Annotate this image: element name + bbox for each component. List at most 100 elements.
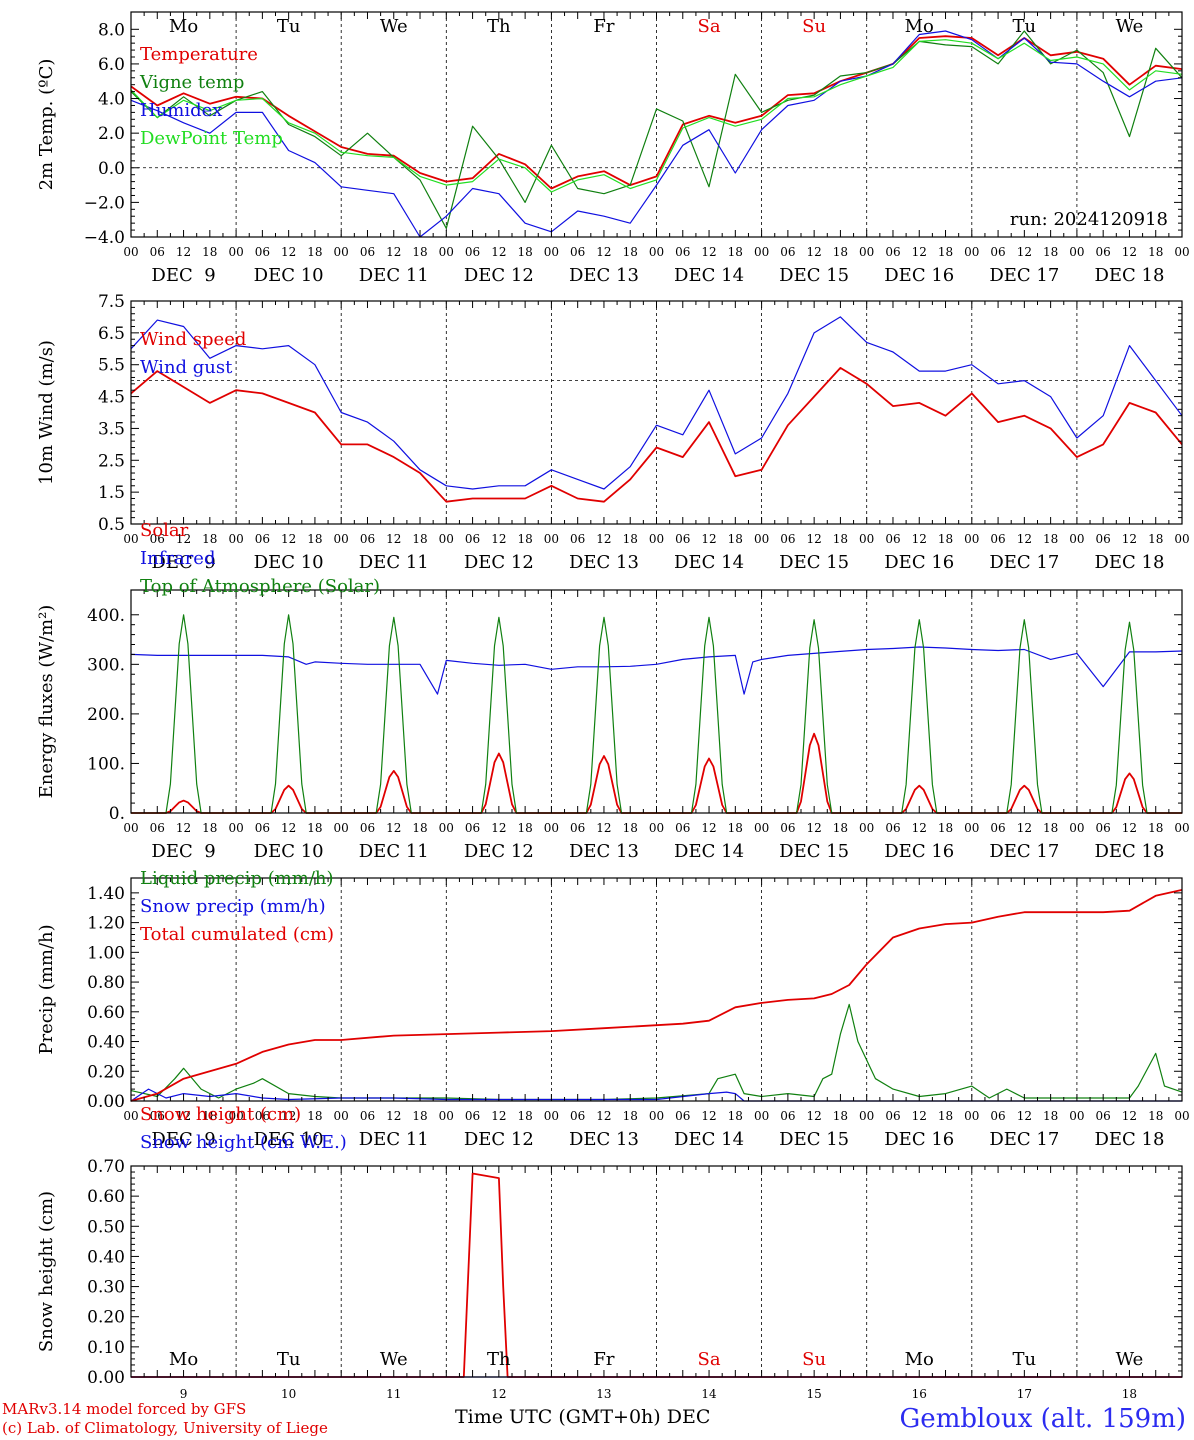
legend-entry: Top of Atmosphere (Solar): [140, 576, 380, 597]
date-label: DEC 18: [1094, 1129, 1164, 1150]
hour-label: 18: [728, 821, 743, 835]
hour-label: 06: [150, 532, 165, 546]
day-number: 13: [596, 1387, 611, 1401]
y-tick-label: 0.50: [87, 1217, 125, 1237]
hour-label: 18: [623, 1109, 638, 1123]
hour-label: 06: [885, 1109, 900, 1123]
hour-label: 18: [307, 821, 322, 835]
hour-label: 00: [544, 245, 559, 259]
hour-label: 06: [780, 821, 795, 835]
hour-label: 06: [780, 245, 795, 259]
y-axis-label: Snow height (cm): [36, 1191, 57, 1352]
hour-label: 12: [596, 245, 611, 259]
weekday-label: Tu: [1013, 16, 1037, 37]
date-label: DEC 11: [359, 841, 429, 862]
hour-label: 06: [1096, 1109, 1111, 1123]
legend-entry: Infrared: [140, 548, 215, 569]
hour-label: 06: [255, 532, 270, 546]
hour-label: 00: [123, 1109, 138, 1123]
date-label: DEC 18: [1094, 265, 1164, 286]
hour-label: 06: [360, 821, 375, 835]
hour-label: 00: [754, 1109, 769, 1123]
hour-label: 18: [1043, 245, 1058, 259]
weekday-label: We: [380, 16, 408, 37]
hour-label: 12: [386, 1109, 401, 1123]
series-line: [130, 889, 1183, 1102]
day-number: 11: [386, 1387, 401, 1401]
y-tick-label: 0.80: [87, 973, 125, 993]
hour-label: 12: [701, 245, 716, 259]
hour-label: 00: [859, 821, 874, 835]
date-label: DEC 10: [254, 552, 324, 573]
hour-label: 12: [491, 1109, 506, 1123]
hour-label: 06: [570, 821, 585, 835]
day-number: 18: [1122, 1387, 1137, 1401]
y-tick-label: 0.5: [98, 515, 125, 535]
date-label: DEC 11: [359, 1129, 429, 1150]
model-credit: MARv3.14 model forced by GFS: [2, 1400, 247, 1418]
date-label: DEC 9: [151, 265, 215, 286]
hour-label: 18: [412, 532, 427, 546]
y-tick-label: 0.0: [98, 159, 125, 179]
hour-label: 00: [754, 821, 769, 835]
legend-entry: Liquid precip (mm/h): [140, 868, 334, 889]
hour-label: 18: [202, 1109, 217, 1123]
date-label: DEC 16: [884, 841, 954, 862]
hour-label: 12: [281, 245, 296, 259]
y-tick-label: 0.40: [87, 1033, 125, 1053]
y-tick-label: 0.10: [87, 1338, 125, 1358]
hour-label: 00: [649, 245, 664, 259]
y-tick-label: 2.5: [98, 451, 125, 471]
hour-label: 00: [334, 1109, 349, 1123]
hour-label: 00: [228, 245, 243, 259]
hour-label: 00: [439, 821, 454, 835]
plot-frame: [130, 300, 1183, 525]
y-tick-label: 0.30: [87, 1278, 125, 1298]
date-label: DEC 16: [884, 1129, 954, 1150]
date-label: DEC 9: [151, 841, 215, 862]
legend-entry: Temperature: [140, 44, 258, 65]
hour-label: 00: [1069, 821, 1084, 835]
hour-label: 12: [176, 245, 191, 259]
y-tick-label: 1.20: [87, 914, 125, 934]
date-label: DEC 15: [779, 552, 849, 573]
hour-label: 06: [1096, 532, 1111, 546]
hour-label: 18: [307, 245, 322, 259]
date-label: DEC 15: [779, 265, 849, 286]
legend-entry: Wind speed: [140, 329, 246, 350]
hour-label: 12: [176, 1109, 191, 1123]
hour-label: 18: [623, 532, 638, 546]
hour-label: 00: [334, 245, 349, 259]
y-tick-label: 1.5: [98, 483, 125, 503]
day-number: 10: [281, 1387, 296, 1401]
hour-label: 12: [386, 821, 401, 835]
hour-label: 12: [701, 821, 716, 835]
hour-label: 00: [754, 532, 769, 546]
hour-label: 18: [938, 1109, 953, 1123]
hour-label: 06: [465, 821, 480, 835]
y-tick-label: 4.0: [98, 90, 125, 110]
hour-label: 12: [807, 245, 822, 259]
hour-label: 18: [517, 1109, 532, 1123]
weekday-label: Mo: [169, 1349, 198, 1370]
hour-label: 18: [1148, 245, 1163, 259]
hour-label: 00: [964, 245, 979, 259]
date-label: DEC 14: [674, 265, 744, 286]
hour-label: 18: [623, 821, 638, 835]
hour-label: 00: [1069, 245, 1084, 259]
hour-label: 12: [807, 821, 822, 835]
weekday-label: Sa: [698, 1349, 721, 1370]
y-tick-label: 0.20: [87, 1062, 125, 1082]
hour-label: 00: [1174, 532, 1189, 546]
hour-label: 12: [596, 532, 611, 546]
legend-entry: Vigne temp: [139, 72, 244, 93]
y-axis-label: Precip (mm/h): [36, 924, 57, 1054]
hour-label: 06: [255, 1109, 270, 1123]
legend-entry: Snow precip (mm/h): [140, 896, 326, 917]
weekday-label: Mo: [905, 16, 934, 37]
hour-label: 06: [465, 245, 480, 259]
hour-label: 00: [859, 1109, 874, 1123]
y-tick-label: 5.5: [98, 356, 125, 376]
hour-label: 00: [334, 532, 349, 546]
